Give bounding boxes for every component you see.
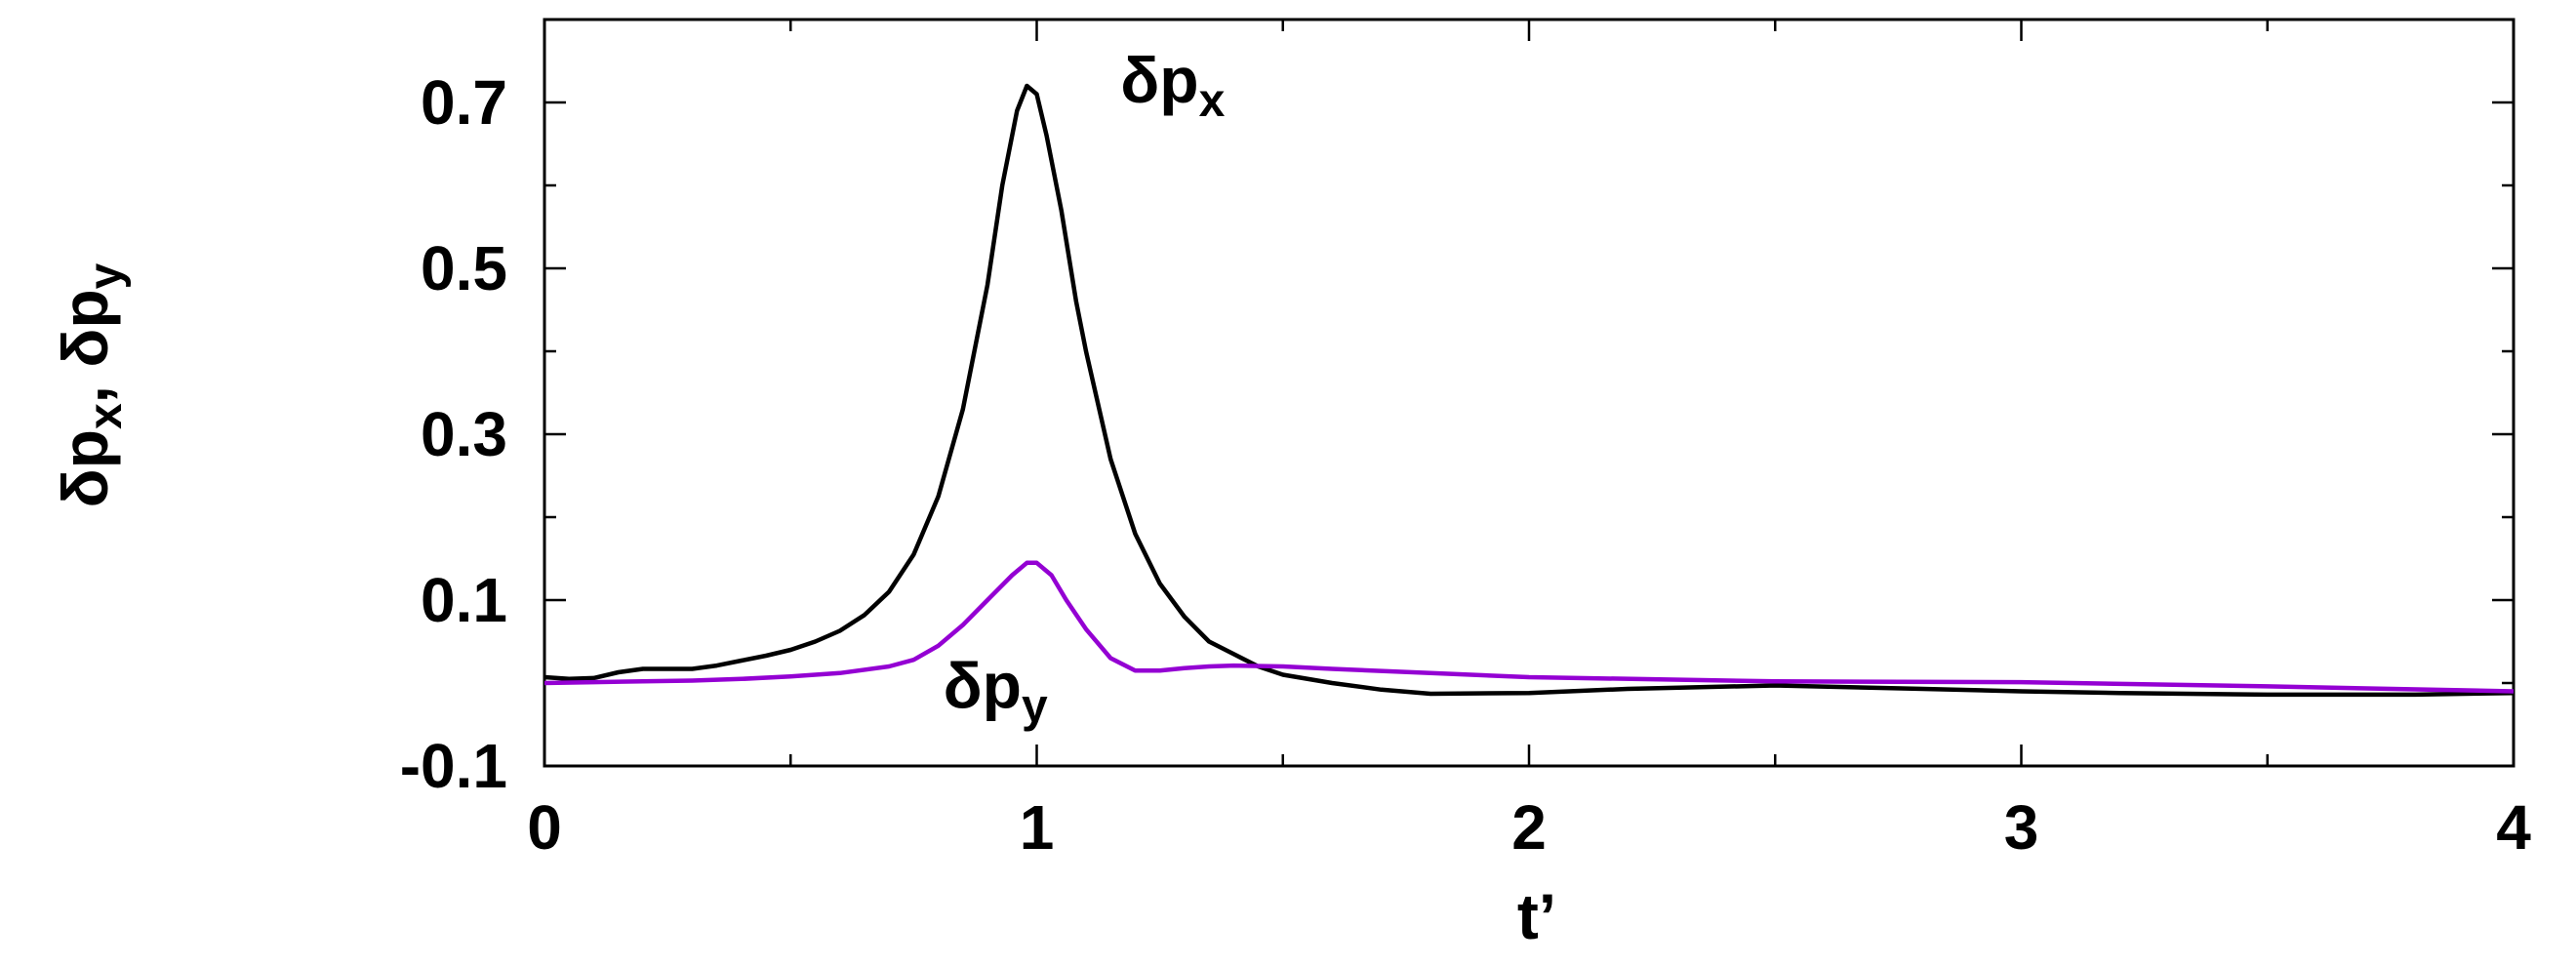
x-axis-title: t’ (1517, 880, 1556, 952)
series-label-sub: y (1022, 681, 1048, 733)
series-label-main: δp (944, 650, 1022, 722)
x-tick-label: 1 (1020, 792, 1055, 863)
y-axis-title-separator: , (49, 368, 121, 404)
y-axis-title-sub-x: x (80, 403, 132, 429)
series-label-main: δp (1120, 44, 1198, 116)
series-lines (543, 83, 2515, 698)
y-tick-label: 0.3 (421, 399, 507, 469)
plot-area (543, 18, 2516, 768)
series-line-x (543, 83, 2515, 698)
y-axis-title-sub-y: y (80, 262, 132, 289)
series-label-x: δpx (1120, 44, 1225, 127)
axis-ticks: 0 1 2 3 4 -0.1 0.1 0.3 0.5 0.7 (400, 18, 2531, 863)
x-tick-label: 4 (2496, 792, 2531, 863)
y-axis-title: δpx, δpy (49, 262, 132, 507)
y-axis-title-main-2: δp (49, 289, 121, 367)
series-line-y (543, 560, 2515, 694)
y-tick-label: 0.7 (421, 67, 507, 138)
series-label-sub: x (1199, 75, 1226, 127)
x-tick-label: 3 (2004, 792, 2039, 863)
plot-frame (543, 18, 2516, 768)
y-tick-label: -0.1 (400, 731, 507, 801)
x-tick-label: 2 (1511, 792, 1547, 863)
y-axis-title-main-1: δp (49, 429, 121, 507)
series-label-y: δpy (944, 650, 1048, 733)
y-tick-label: 0.5 (421, 233, 507, 303)
y-tick-label: 0.1 (421, 565, 507, 635)
x-tick-label: 0 (527, 792, 562, 863)
